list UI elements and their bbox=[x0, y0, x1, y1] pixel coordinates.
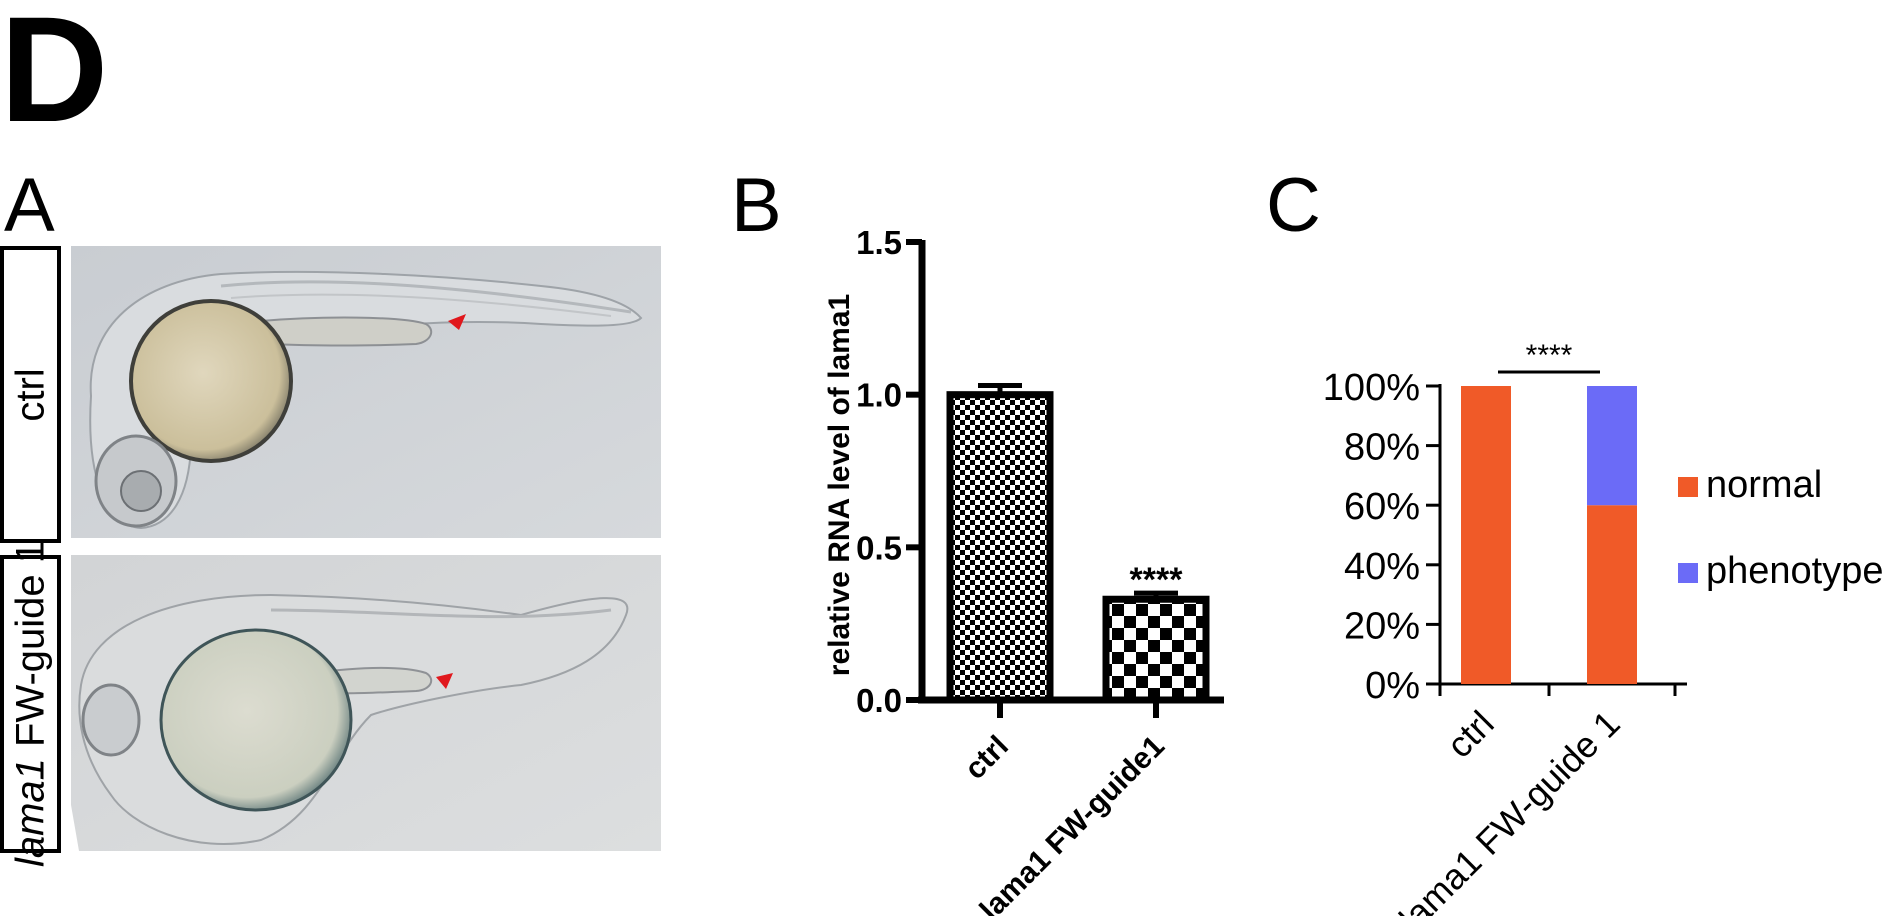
panel-b-letter: B bbox=[731, 163, 782, 248]
legend-label-phenotype: phenotype bbox=[1706, 550, 1884, 592]
panel-c-letter: C bbox=[1266, 163, 1321, 248]
bar-0 bbox=[946, 391, 1054, 704]
row-label-ctrl-text: ctrl bbox=[8, 367, 52, 422]
y-tick-label: 1.0 bbox=[856, 377, 902, 414]
x-tick-label: ctrl bbox=[1439, 703, 1502, 766]
y-tick-label: 80% bbox=[1344, 427, 1420, 469]
significance-stars: **** bbox=[1526, 339, 1573, 372]
embryo-photo-ctrl bbox=[71, 246, 661, 538]
y-tick-label: 40% bbox=[1344, 546, 1420, 588]
embryo-image-lama1 bbox=[71, 555, 661, 851]
embryo-image-ctrl bbox=[71, 246, 661, 538]
y-tick-label: 60% bbox=[1344, 486, 1420, 528]
bar-segment-normal bbox=[1587, 505, 1637, 684]
row-label-ctrl: ctrl bbox=[0, 246, 61, 543]
y-tick-label: 0% bbox=[1365, 665, 1420, 707]
y-tick-label: 100% bbox=[1323, 367, 1420, 409]
x-tick-label: ctrl bbox=[959, 730, 1015, 786]
row-label-lama1-text: FW-guide 1 bbox=[8, 540, 52, 759]
y-tick-label: 20% bbox=[1344, 605, 1420, 647]
bar-segment-normal bbox=[1461, 386, 1511, 684]
row-label-lama1: lama1 FW-guide 1 bbox=[0, 541, 61, 867]
figure-label: D bbox=[0, 0, 109, 153]
y-tick-label: 0.5 bbox=[856, 529, 902, 566]
significance-stars: **** bbox=[1130, 561, 1184, 599]
panel-a-letter: A bbox=[4, 163, 55, 248]
legend-label-normal: normal bbox=[1706, 464, 1822, 506]
legend-swatch-phenotype bbox=[1678, 563, 1698, 583]
bar-segment-phenotype bbox=[1587, 386, 1637, 506]
y-tick-label: 1.5 bbox=[856, 224, 902, 261]
embryo-photo-lama1 bbox=[71, 555, 661, 851]
bar-1 bbox=[1102, 595, 1210, 704]
y-tick-label: 0.0 bbox=[856, 682, 902, 719]
y-axis-label: relative RNA level of lama1 bbox=[823, 294, 856, 676]
x-tick-label: lama1 FW-guide 1 bbox=[1391, 703, 1628, 916]
legend-swatch-normal bbox=[1678, 477, 1698, 497]
row-label-lama1-italic: lama1 bbox=[8, 758, 52, 868]
